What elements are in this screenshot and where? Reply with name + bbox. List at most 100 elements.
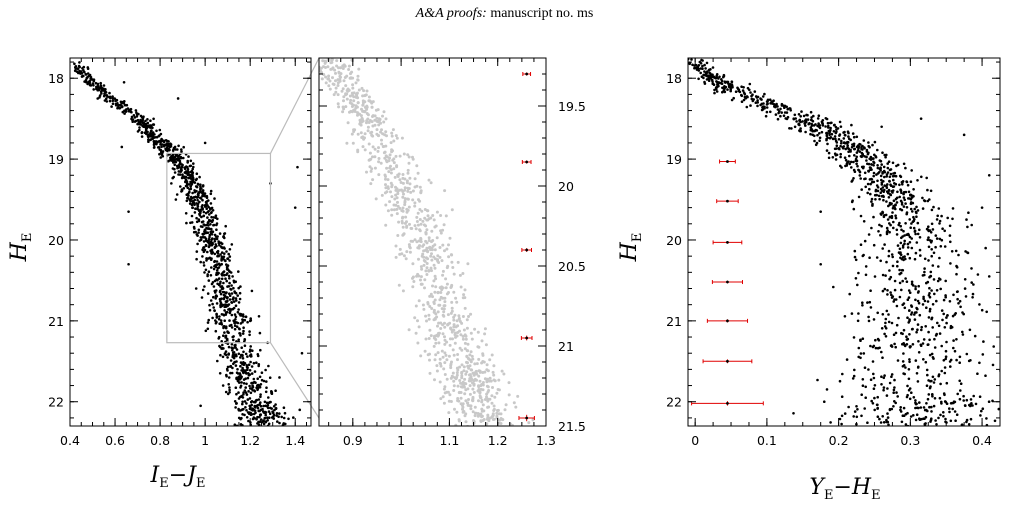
data-point — [344, 105, 348, 109]
data-point — [909, 207, 913, 211]
data-point — [188, 190, 191, 194]
data-point — [425, 246, 429, 250]
data-point — [900, 331, 903, 335]
data-point — [780, 111, 783, 114]
data-point — [717, 77, 720, 80]
data-point — [216, 263, 219, 266]
data-point — [910, 313, 913, 316]
data-point — [232, 351, 236, 354]
data-point — [172, 161, 175, 164]
data-point — [241, 332, 245, 335]
data-point — [882, 169, 886, 173]
data-point — [972, 283, 975, 286]
data-point — [343, 76, 347, 79]
data-point — [890, 407, 894, 411]
data-point — [464, 337, 468, 341]
data-point — [171, 154, 174, 157]
data-point — [252, 416, 256, 419]
data-point — [239, 384, 243, 388]
data-point — [926, 188, 929, 192]
data-point — [457, 390, 461, 394]
data-point — [312, 58, 315, 61]
data-point — [212, 306, 215, 309]
data-point — [217, 241, 221, 245]
data-point — [433, 225, 437, 229]
data-point — [925, 402, 928, 405]
data-point — [226, 296, 229, 299]
data-point — [368, 158, 372, 162]
data-point — [958, 361, 961, 365]
data-point — [351, 86, 355, 90]
data-point — [244, 371, 248, 375]
data-point — [472, 391, 476, 394]
data-point — [882, 198, 885, 202]
left-xlabel-sub1: E — [159, 476, 169, 491]
data-point — [904, 277, 907, 280]
data-point — [219, 253, 222, 256]
data-point — [910, 280, 914, 284]
data-point — [445, 358, 449, 362]
data-point — [439, 362, 443, 366]
data-point — [223, 331, 226, 334]
data-point — [88, 83, 92, 87]
data-point — [713, 91, 716, 95]
data-point — [824, 117, 828, 120]
data-point — [858, 174, 862, 177]
data-point — [869, 158, 873, 161]
data-point — [427, 217, 431, 221]
data-point — [945, 316, 948, 319]
data-point — [863, 239, 867, 243]
data-point — [913, 207, 916, 211]
data-point — [955, 290, 959, 294]
data-point — [446, 313, 450, 317]
data-point — [443, 342, 447, 346]
data-point — [848, 292, 851, 296]
data-point — [175, 193, 179, 196]
data-point — [206, 321, 210, 324]
data-point — [246, 368, 249, 372]
data-point — [251, 407, 255, 411]
data-point — [898, 281, 902, 285]
data-point — [883, 287, 887, 291]
data-point — [476, 330, 480, 334]
data-point — [477, 388, 481, 391]
data-point — [220, 262, 223, 266]
data-point — [921, 303, 925, 306]
data-point — [135, 112, 139, 116]
data-point — [920, 175, 923, 179]
data-point — [432, 218, 436, 222]
data-point — [775, 102, 778, 106]
data-point — [424, 269, 428, 273]
data-point — [829, 126, 832, 130]
data-point — [209, 274, 213, 277]
data-point — [406, 186, 410, 190]
data-point — [385, 166, 389, 170]
data-point — [959, 389, 962, 392]
data-point — [224, 335, 228, 339]
data-point — [483, 370, 487, 374]
data-point — [234, 318, 237, 321]
data-point — [206, 231, 210, 234]
data-point — [384, 159, 388, 162]
data-point — [889, 275, 893, 279]
data-point — [451, 371, 455, 375]
data-point — [214, 214, 218, 217]
data-point — [193, 227, 196, 230]
data-point — [876, 406, 879, 410]
x-tick-label: 1.1 — [439, 433, 459, 448]
data-point — [373, 147, 377, 151]
data-point — [776, 108, 780, 111]
data-point — [953, 349, 957, 353]
data-point — [366, 125, 370, 129]
data-point — [923, 199, 927, 203]
data-point — [880, 194, 884, 198]
y-tick-label: 21 — [666, 314, 682, 329]
data-point — [749, 104, 752, 107]
data-point — [408, 222, 411, 226]
data-point — [831, 137, 835, 140]
data-point — [84, 80, 88, 84]
data-point — [139, 118, 142, 122]
data-point — [267, 364, 270, 368]
data-point — [870, 163, 873, 166]
data-point — [356, 113, 359, 117]
